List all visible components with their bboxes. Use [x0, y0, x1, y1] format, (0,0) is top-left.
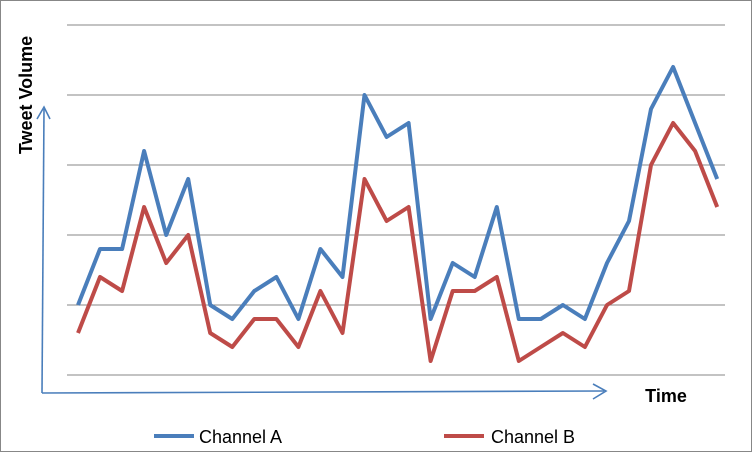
legend-label-channel-a: Channel A — [199, 427, 282, 447]
legend-label-channel-b: Channel B — [491, 427, 575, 447]
axes — [36, 105, 608, 400]
series-layer — [76, 65, 720, 363]
x-axis-arrow-line — [41, 390, 605, 394]
y-axis-arrowhead — [36, 105, 51, 120]
legend: Channel A Channel B — [154, 427, 575, 447]
y-axis-label: Tweet Volume — [16, 36, 36, 154]
series-line-channel-a — [76, 65, 720, 321]
y-axis-arrow-line — [41, 108, 45, 394]
x-axis-arrowhead — [592, 383, 608, 400]
series-line-channel-b — [76, 121, 720, 363]
x-axis-label: Time — [645, 386, 687, 406]
gridlines — [67, 24, 725, 376]
